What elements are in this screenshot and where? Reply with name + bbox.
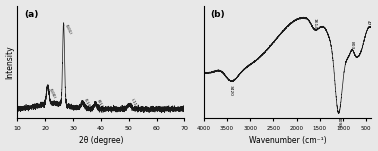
Text: 477: 477: [365, 20, 369, 29]
Text: 1614: 1614: [313, 18, 316, 29]
Text: (101): (101): [64, 24, 72, 36]
Text: (-112): (-112): [129, 98, 138, 111]
Text: (a): (a): [24, 10, 39, 19]
Text: 803: 803: [350, 41, 354, 49]
Text: 1098: 1098: [336, 117, 341, 128]
X-axis label: Wavenumber (cm⁻¹): Wavenumber (cm⁻¹): [248, 137, 326, 145]
Text: (100): (100): [48, 88, 56, 99]
Text: 3420: 3420: [229, 85, 233, 96]
Text: (110): (110): [83, 98, 91, 109]
Text: (b): (b): [211, 10, 225, 19]
Text: (012): (012): [95, 99, 104, 110]
X-axis label: 2θ (degree): 2θ (degree): [79, 137, 123, 145]
Y-axis label: Intensity: Intensity: [6, 45, 15, 79]
